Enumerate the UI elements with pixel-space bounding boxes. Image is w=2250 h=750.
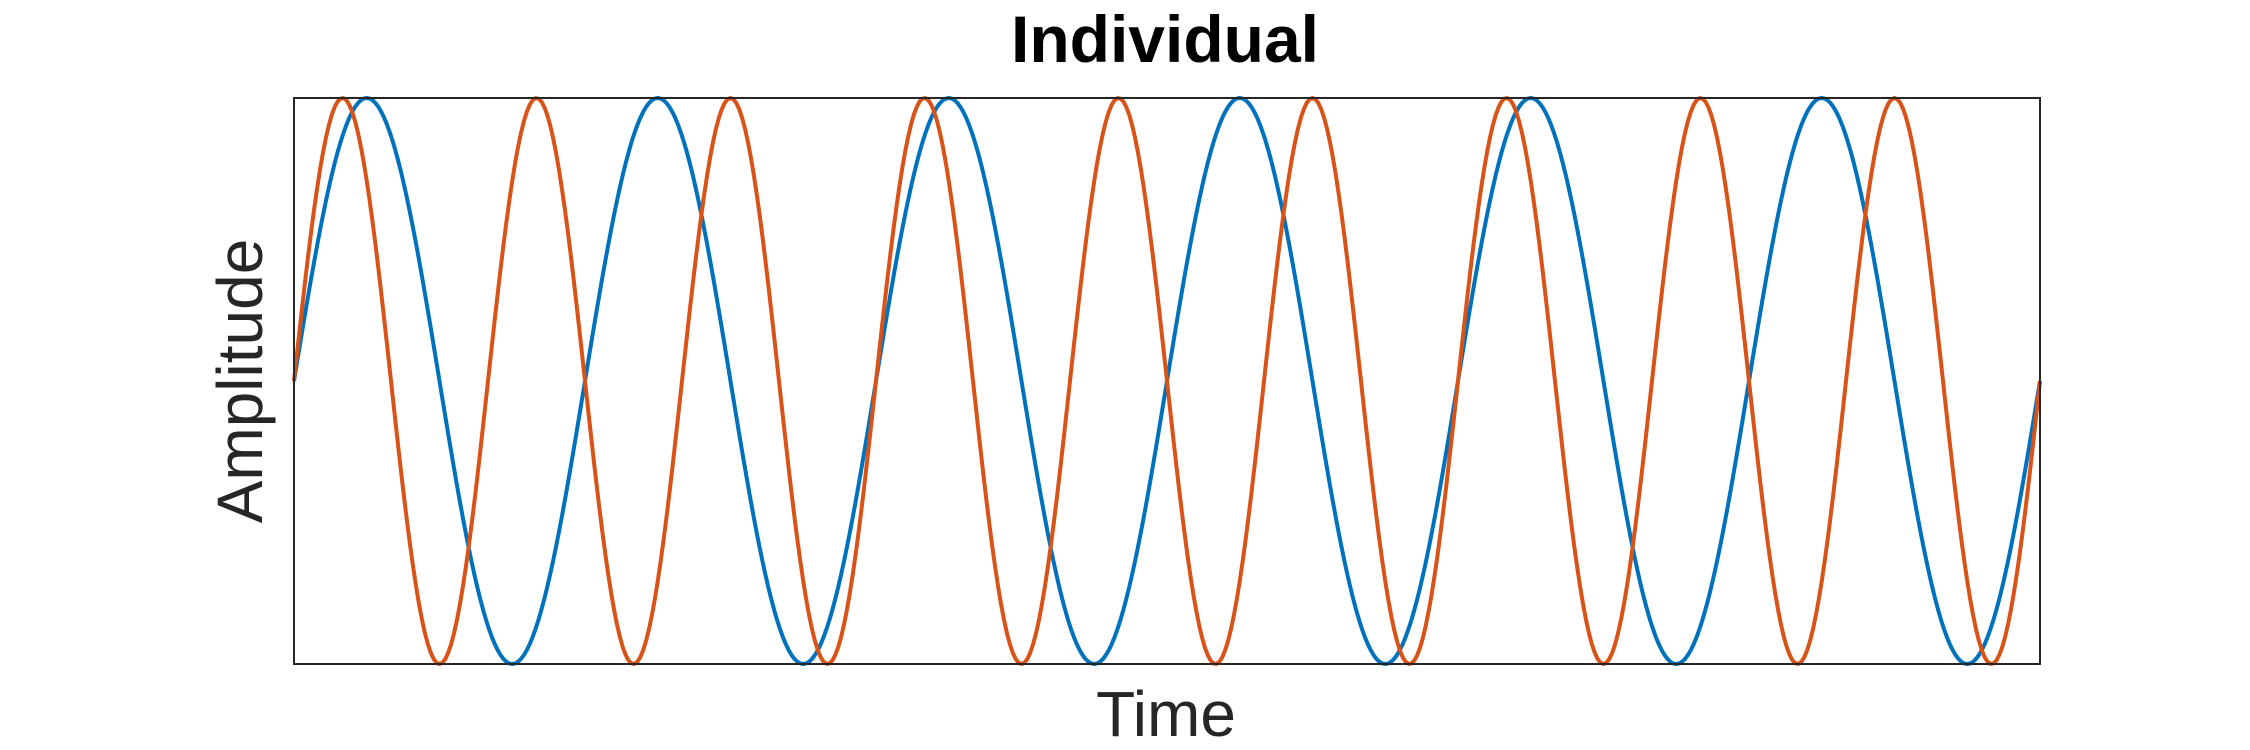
chart-title: Individual	[1011, 2, 1319, 76]
series-line-2	[292, 96, 2042, 666]
axes-box	[293, 97, 2041, 665]
y-axis-label: Amplitude	[204, 239, 276, 524]
x-axis-label: Time	[1096, 678, 1236, 750]
plot-area	[292, 96, 2042, 666]
